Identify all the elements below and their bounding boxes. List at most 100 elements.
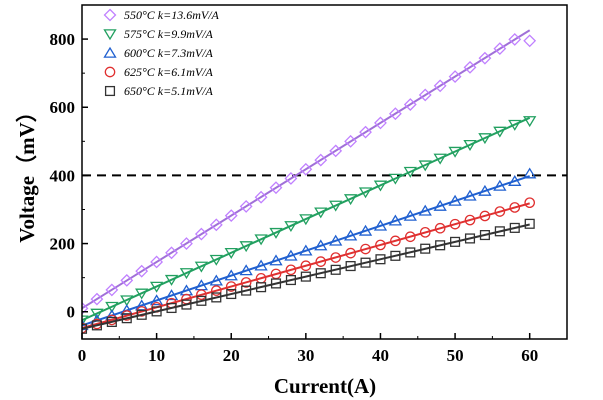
data-point	[164, 274, 179, 286]
legend-marker-2	[103, 46, 117, 58]
legend-label-1: 575°C k=9.9mV/A	[124, 27, 214, 41]
legend-label-2: 600°C k=7.3mV/A	[124, 46, 214, 60]
data-point	[359, 125, 372, 139]
data-point	[524, 218, 535, 229]
y-tick-label: 400	[50, 166, 76, 185]
data-point	[450, 236, 461, 247]
data-point	[509, 222, 520, 233]
fit-line-1	[82, 116, 531, 322]
fit-line-2	[82, 175, 531, 327]
data-point	[404, 231, 416, 243]
data-point	[314, 207, 328, 219]
data-point	[210, 285, 222, 296]
data-point	[358, 187, 373, 199]
data-point	[464, 233, 476, 244]
data-point	[120, 304, 134, 316]
data-point	[149, 281, 164, 293]
legend-label-4: 650°C k=5.1mV/A	[124, 84, 214, 98]
data-point	[241, 285, 252, 296]
data-point	[90, 292, 104, 306]
data-point	[254, 234, 268, 246]
data-point	[433, 199, 447, 211]
data-point	[493, 179, 507, 191]
data-point	[135, 264, 149, 278]
data-point	[179, 268, 194, 280]
series-4	[82, 218, 535, 334]
data-point	[360, 243, 371, 255]
data-point	[374, 116, 387, 130]
data-point	[448, 70, 462, 83]
x-tick-label: 50	[447, 346, 464, 365]
data-point	[224, 269, 238, 281]
data-point	[105, 301, 119, 313]
x-axis-title: Current(A)	[274, 374, 376, 398]
data-point	[523, 167, 537, 179]
data-point	[180, 237, 193, 250]
data-point	[136, 309, 147, 320]
data-point	[493, 126, 507, 138]
data-point	[419, 226, 431, 238]
data-point	[194, 261, 209, 273]
y-tick-label: 800	[50, 30, 76, 49]
data-point	[150, 255, 164, 269]
data-point	[493, 42, 507, 56]
data-point	[449, 218, 461, 230]
data-point	[82, 315, 89, 327]
data-point	[405, 247, 416, 258]
data-point	[509, 202, 521, 213]
data-point	[329, 144, 343, 158]
data-point	[448, 146, 462, 158]
data-point	[240, 277, 252, 288]
data-point	[82, 301, 89, 315]
data-point	[524, 197, 536, 208]
data-point	[508, 119, 522, 131]
data-point	[270, 278, 282, 289]
data-point	[181, 299, 192, 310]
data-point	[523, 116, 537, 128]
data-point	[225, 281, 237, 292]
x-tick-label: 10	[148, 346, 165, 365]
data-point	[494, 226, 505, 237]
data-point	[224, 247, 238, 259]
data-point	[418, 88, 432, 102]
legend-marker-1	[103, 29, 117, 41]
data-point	[284, 172, 298, 185]
data-point	[403, 98, 417, 111]
data-point	[315, 256, 327, 267]
legend: 550°C k=13.6mV/A 575°C k=9.9mV/A 600°C k=7…	[103, 8, 220, 98]
data-point	[494, 206, 506, 217]
data-point	[435, 240, 446, 251]
x-tick-label: 40	[372, 346, 389, 365]
data-point	[209, 274, 223, 286]
data-point	[254, 190, 268, 204]
data-point	[330, 264, 341, 275]
data-point	[375, 239, 386, 251]
data-point	[314, 239, 328, 251]
data-point	[120, 295, 134, 307]
data-point	[345, 247, 356, 259]
data-point	[269, 254, 283, 266]
data-point	[479, 230, 490, 241]
data-point	[149, 294, 164, 306]
data-point	[166, 302, 177, 314]
data-point	[375, 254, 386, 265]
data-point	[196, 295, 207, 306]
data-point	[388, 214, 403, 226]
data-point	[285, 274, 296, 286]
data-point	[91, 320, 102, 331]
data-point	[299, 244, 313, 256]
data-point	[239, 241, 253, 253]
data-point	[360, 257, 371, 268]
data-point	[343, 229, 358, 241]
data-point	[211, 292, 222, 303]
data-point	[254, 259, 268, 271]
data-point	[315, 268, 326, 279]
data-point	[434, 222, 446, 234]
data-point	[390, 250, 401, 261]
data-point	[151, 306, 162, 317]
data-point	[196, 289, 207, 301]
series-0	[82, 29, 537, 315]
data-point	[329, 234, 343, 246]
y-tick-label: 0	[67, 303, 76, 322]
